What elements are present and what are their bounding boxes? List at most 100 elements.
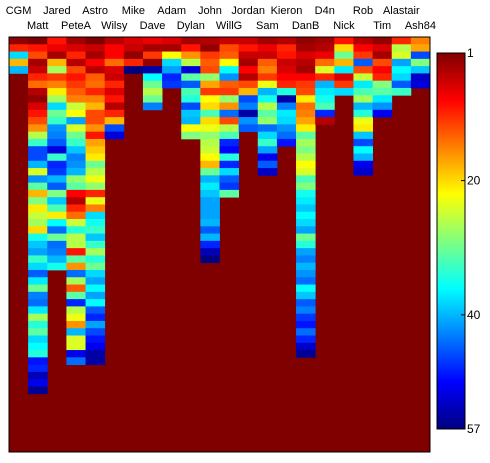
- heatmap-cell: [200, 131, 220, 140]
- heatmap-cell: [66, 350, 86, 358]
- heatmap-cell: [219, 58, 240, 67]
- heatmap-cell: [66, 248, 86, 256]
- heatmap-cell: [142, 37, 163, 45]
- heatmap-cell: [28, 160, 48, 169]
- heatmap-cell: [315, 37, 335, 45]
- heatmap-cell: [238, 117, 259, 125]
- heatmap-cell: [257, 109, 278, 118]
- heatmap-cell: [276, 51, 297, 60]
- heatmap-cell: [85, 320, 106, 329]
- heatmap-cell: [66, 226, 86, 234]
- heatmap-cell: [296, 66, 316, 74]
- heatmap-cell: [200, 233, 220, 242]
- heatmap-cell: [200, 211, 220, 220]
- heatmap-cell: [296, 313, 316, 322]
- plot-area: [8, 36, 431, 453]
- heatmap-cell: [66, 211, 86, 220]
- heatmap-cell: [334, 44, 354, 52]
- heatmap-cell: [296, 73, 316, 82]
- heatmap-cell: [238, 58, 259, 67]
- heatmap-cell: [296, 109, 316, 118]
- heatmap-cell: [9, 37, 29, 45]
- heatmap-cell: [66, 342, 86, 351]
- heatmap-cell: [219, 117, 240, 125]
- heatmap-cell: [66, 58, 86, 67]
- heatmap-cell: [85, 182, 106, 191]
- heatmap-cell: [28, 37, 48, 45]
- heatmap-cell: [296, 87, 316, 96]
- column-label: Dylan: [177, 20, 205, 32]
- heatmap-cell: [296, 168, 316, 176]
- heatmap-cell: [200, 219, 220, 227]
- heatmap-cell: [410, 80, 431, 89]
- heatmap-cell: [28, 277, 48, 285]
- heatmap-cell: [353, 95, 373, 103]
- heatmap-cell: [181, 66, 201, 74]
- heatmap-cell: [66, 357, 86, 366]
- heatmap-cell: [219, 168, 240, 176]
- heatmap-cell: [200, 255, 220, 264]
- heatmap-cell: [47, 219, 67, 227]
- heatmap-cell: [296, 306, 316, 315]
- heatmap-cell: [85, 299, 106, 307]
- heatmap-cell: [47, 109, 67, 118]
- heatmap-cell: [28, 58, 48, 67]
- heatmap-cell: [315, 58, 335, 67]
- heatmap-cell: [238, 37, 259, 45]
- heatmap-cell: [104, 131, 125, 140]
- heatmap-cell: [200, 80, 220, 89]
- heatmap-cell: [85, 197, 106, 205]
- heatmap-cell: [276, 58, 297, 67]
- heatmap-cell: [85, 211, 106, 220]
- heatmap-cell: [47, 175, 67, 184]
- heatmap-cell: [47, 153, 67, 162]
- heatmap-cell: [296, 255, 316, 264]
- heatmap-cell: [28, 269, 48, 278]
- heatmap-cell: [47, 168, 67, 176]
- heatmap-cell: [334, 37, 354, 45]
- heatmap-cell: [104, 109, 125, 118]
- heatmap-cell: [296, 102, 316, 111]
- heatmap-cell: [142, 44, 163, 52]
- heatmap-cell: [353, 73, 373, 82]
- heatmap-cell: [85, 255, 106, 264]
- heatmap-cell: [28, 66, 48, 74]
- heatmap-cell: [66, 37, 86, 45]
- heatmap-cell: [296, 240, 316, 249]
- heatmap-cell: [47, 189, 67, 198]
- heatmap-cell: [296, 197, 316, 205]
- heatmap-cell: [47, 211, 67, 220]
- heatmap-cell: [47, 87, 67, 96]
- heatmap-cell: [85, 291, 106, 300]
- heatmap-cell: [276, 44, 297, 52]
- heatmap-cell: [353, 146, 373, 154]
- heatmap-cell: [219, 182, 240, 191]
- heatmap-cell: [66, 240, 86, 249]
- heatmap-cell: [219, 175, 240, 184]
- heatmap-cell: [257, 160, 278, 169]
- heatmap-cell: [66, 95, 86, 103]
- heatmap-cell: [181, 102, 201, 111]
- heatmap-cell: [296, 219, 316, 227]
- heatmap-cell: [257, 51, 278, 60]
- heatmap-cell: [28, 197, 48, 205]
- heatmap-cell: [104, 58, 125, 67]
- heatmap-cell: [391, 73, 412, 82]
- heatmap-cell: [296, 146, 316, 154]
- heatmap-cell: [315, 44, 335, 52]
- heatmap-cell: [181, 95, 201, 103]
- heatmap-cell: [315, 87, 335, 96]
- heatmap-cell: [162, 66, 182, 74]
- heatmap-cell: [85, 342, 106, 351]
- heatmap-cell: [123, 51, 144, 60]
- heatmap-cell: [66, 131, 86, 140]
- heatmap-cell: [372, 95, 393, 103]
- heatmap-cell: [162, 51, 182, 60]
- heatmap-cell: [391, 87, 412, 96]
- heatmap-cell: [353, 168, 373, 176]
- heatmap-cell: [85, 44, 106, 52]
- heatmap-cell: [66, 277, 86, 285]
- heatmap-cell: [28, 131, 48, 140]
- heatmap-cell: [296, 204, 316, 213]
